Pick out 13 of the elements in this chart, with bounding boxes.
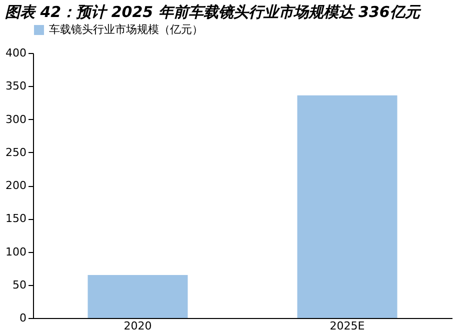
y-tick-label: 150 [6,212,26,226]
y-tick-label: 0 [20,312,26,324]
legend-label: 车载镜头行业市场规模（亿元） [49,23,203,36]
y-tick-label: 300 [6,112,26,126]
y-tick-label: 200 [6,179,26,192]
chart-title: 图表 42：预计 2025 年前车载镜头行业市场规模达 336亿元 [5,3,422,21]
x-tick-label: 2025E [330,320,365,332]
y-tick-label: 250 [6,146,26,159]
y-tick-label: 400 [6,46,26,60]
y-tick-label: 100 [6,245,26,258]
x-tick-label: 2020 [124,320,152,332]
y-tick-label: 50 [12,278,26,292]
y-tick-label: 350 [6,80,26,93]
